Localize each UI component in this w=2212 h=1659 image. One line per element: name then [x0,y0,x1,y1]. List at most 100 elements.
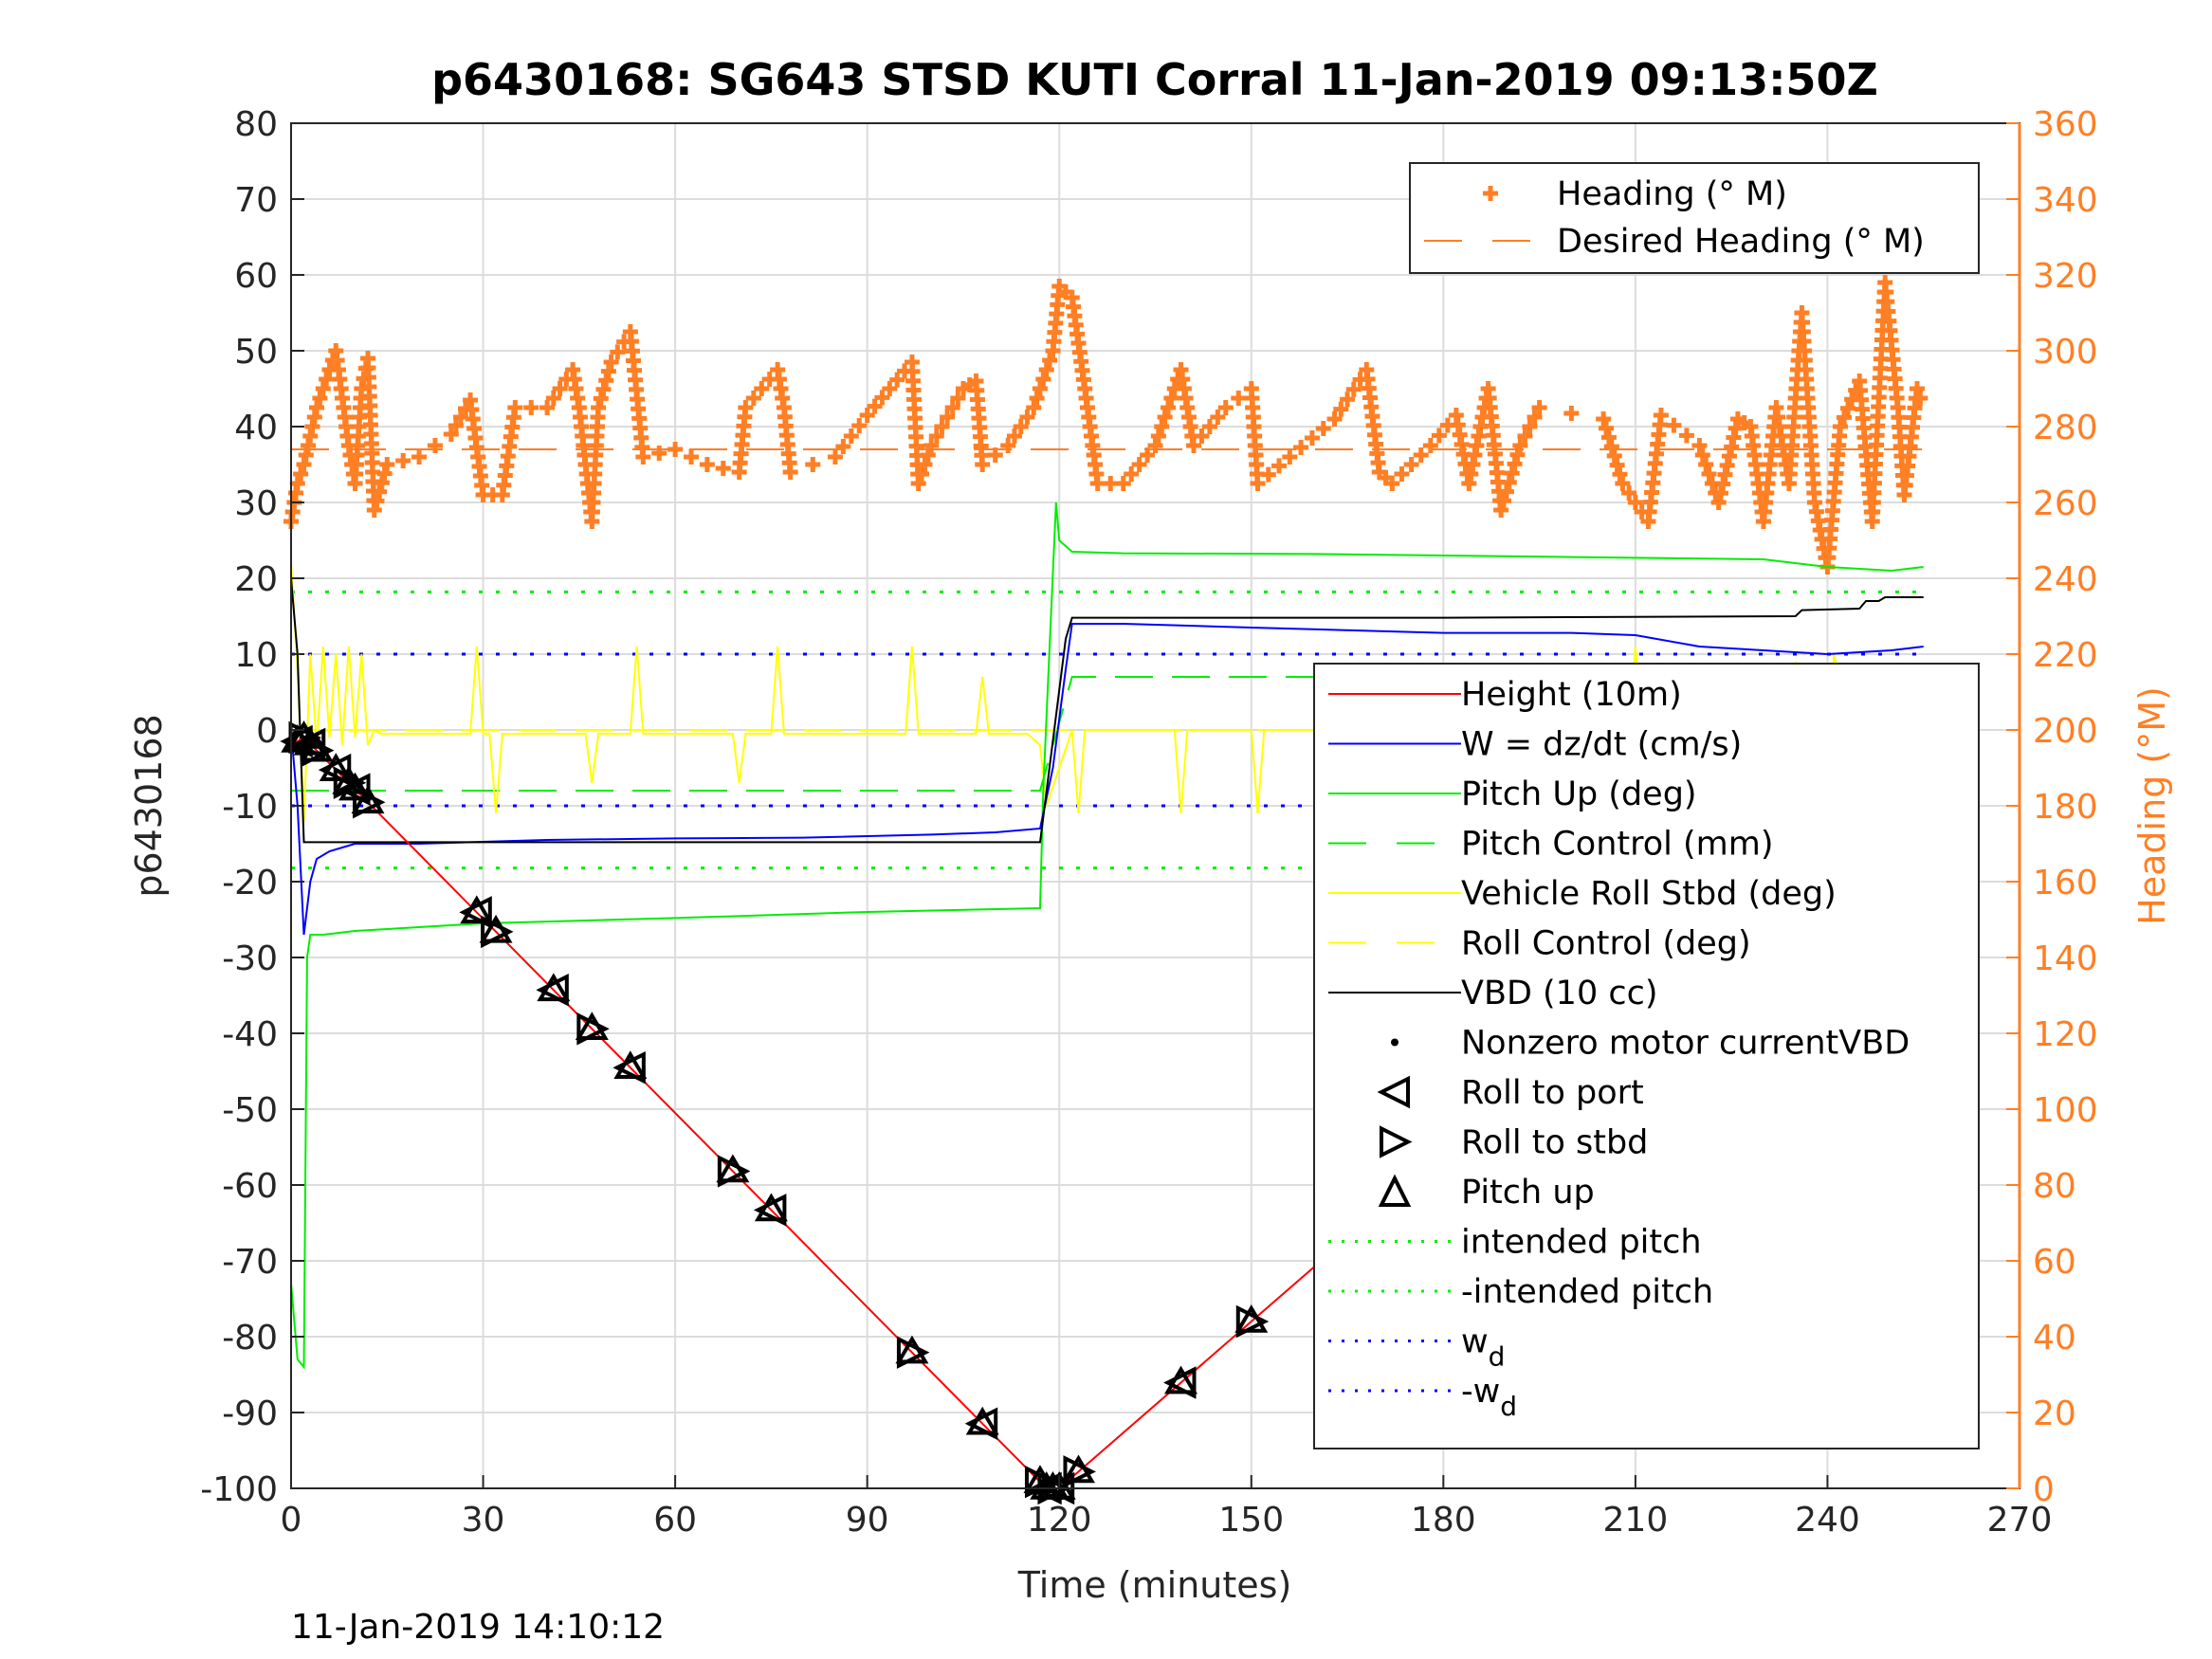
heading-marker [610,344,626,360]
heading-marker [1621,485,1637,501]
legend-label-subscript: d [1500,1391,1517,1422]
heading-marker [1304,430,1320,446]
y-right-tick-label: 300 [2033,333,2098,372]
heading-marker [1026,400,1042,415]
y-right-tick-label: 0 [2033,1470,2055,1509]
roll-stbd-marker [353,786,386,819]
w-line [290,623,1924,936]
heading-marker [1147,438,1163,453]
y-tick-label: 0 [256,712,278,751]
y-tick-label: 80 [234,105,278,144]
y-right-tick-label: 160 [2033,864,2098,902]
legend-heading: Heading (° M) Desired Heading (° M) [1409,162,1980,274]
pitch-up-marker [479,914,513,943]
y-axis-label: p6430168 [128,714,170,897]
heading-marker [372,483,388,500]
legend-label: Pitch Control (mm) [1461,826,1773,864]
y-tick-label: 30 [234,484,278,523]
heading-marker [1150,428,1166,444]
y-tick-label: -60 [222,1167,278,1206]
heading-marker [1042,353,1058,368]
legend-label: Pitch Up (deg) [1461,775,1697,813]
heading-marker [1103,476,1119,491]
heading-marker [1038,362,1054,377]
heading-marker [1000,438,1016,453]
pitch-up-marker [460,895,494,924]
heading-marker [591,400,607,415]
heading-marker [1013,419,1029,434]
legend-swatch-tri-right-icon [1380,1125,1413,1158]
x-tick-label: 180 [1411,1501,1476,1540]
y-right-tick-label: 240 [2033,560,2098,599]
heading-marker [379,457,395,472]
y-tick-label: -80 [222,1319,278,1358]
heading-marker [1431,428,1447,444]
x-tick-label: 150 [1218,1501,1284,1540]
heading-marker [1698,457,1714,472]
y-right-tick-label: 140 [2033,939,2098,978]
legend-label-text: w [1461,1323,1489,1361]
legend-label: Roll to stbd [1461,1124,1648,1162]
y-tick-label: 20 [234,560,278,599]
heading-marker [1512,438,1528,453]
heading-marker [1124,466,1140,482]
heading-marker [1596,411,1612,427]
x-tick-label: 30 [462,1501,505,1540]
heading-marker [1495,493,1511,509]
heading-marker [411,449,428,465]
y-tick-label: -100 [200,1470,278,1509]
pitch-up-marker [613,1050,648,1080]
heading-marker [738,400,754,415]
heading-marker [1260,466,1276,483]
heading-marker [507,400,523,415]
heading-marker [1163,391,1179,406]
heading-marker [987,447,1003,463]
heading-marker [539,400,556,415]
heading-marker [1186,438,1202,453]
heading-marker [395,453,411,468]
y-right-tick-label: 360 [2033,105,2098,144]
heading-marker [917,457,933,472]
roll-port-marker [459,896,492,929]
heading-marker [1507,456,1523,472]
footer-timestamp: 11-Jan-2019 14:10:12 [291,1608,665,1647]
legend-label: Height (10m) [1461,676,1682,714]
y-tick-label: -70 [222,1243,278,1282]
heading-marker [1326,411,1343,427]
legend-swatch-tri-left-icon [1377,1075,1410,1109]
heading-marker [1282,449,1298,465]
heading-marker [1606,447,1622,464]
heading-marker [1522,419,1538,434]
heading-marker [366,502,382,518]
x-tick-label: 0 [281,1501,302,1540]
pitch-up-marker [300,733,334,762]
pitch-up-marker [895,1335,929,1364]
heading-marker [1161,400,1176,415]
legend-label: Desired Heading (° M) [1557,223,1925,261]
roll-port-marker [536,974,569,1007]
roll-stbd-marker [576,1012,610,1046]
heading-marker [1403,457,1419,472]
heading-marker [1493,502,1509,518]
heading-marker [374,475,390,491]
legend-label: VBD (10 cc) [1461,975,1658,1012]
roll-stbd-marker [717,1155,751,1188]
heading-marker [1531,400,1547,415]
heading-marker [523,400,539,415]
y-tick-label: -40 [222,1015,278,1054]
heading-marker [782,465,798,480]
y-tick-label: 40 [234,409,278,447]
heading-marker [1517,428,1533,444]
pitch-up-marker [1234,1304,1269,1333]
legend-label-text: Desired Heading (° M) [1557,223,1925,261]
pitch-control-line [291,676,1924,792]
pitch-up-marker [351,785,385,814]
pitch-up-marker [537,973,571,1002]
x-tick-label: 90 [846,1501,889,1540]
heading-marker [835,439,851,454]
heading-marker [920,447,936,463]
legend-label-text: Pitch Up (deg) [1461,775,1697,813]
y-right-tick-label: 320 [2033,257,2098,296]
heading-marker [1029,391,1045,406]
